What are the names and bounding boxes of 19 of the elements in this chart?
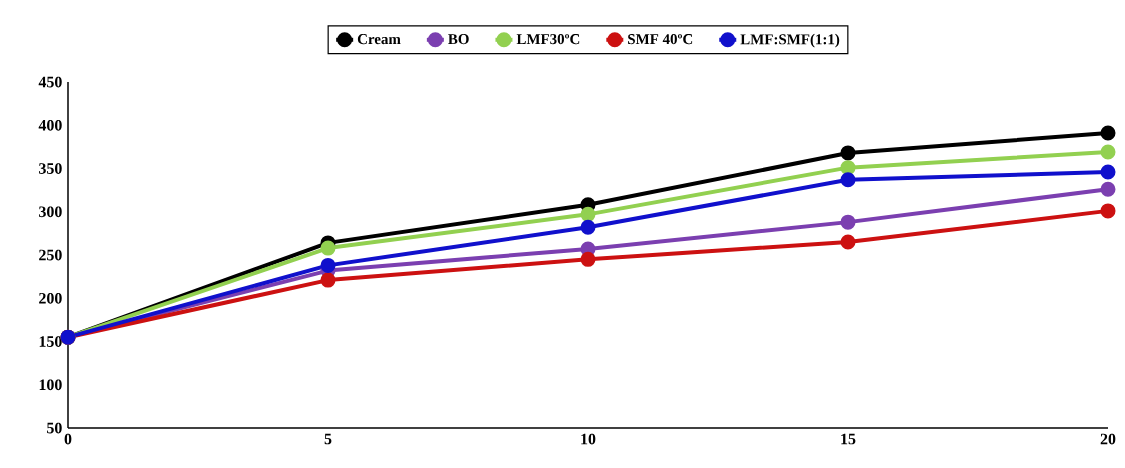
y-tick-label: 50	[47, 422, 62, 434]
legend-label: Cream	[357, 34, 401, 45]
y-tick-label: 350	[39, 163, 62, 174]
legend-label: BO	[448, 34, 469, 45]
y-tick-label: 100	[39, 379, 62, 391]
x-tick-label: 15	[841, 433, 856, 445]
legend-label: LMF30ºC	[516, 34, 580, 45]
y-tick-label: 300	[39, 206, 62, 218]
y-tick-label: 450	[38, 76, 62, 88]
legend-label: LMF:SMF(1:1)	[740, 33, 840, 48]
y-tick-label: 200	[39, 292, 62, 304]
legend-label: SMF 40ºC	[628, 34, 693, 45]
x-tick-label: 20	[1100, 433, 1116, 445]
y-tick-label: 400	[38, 119, 62, 131]
y-tick-label: 250	[39, 249, 62, 261]
x-tick-label: 0	[64, 433, 72, 445]
x-tick-label: 5	[324, 433, 332, 445]
y-tick-label: 150	[39, 336, 62, 347]
x-tick-label: 10	[581, 433, 596, 445]
